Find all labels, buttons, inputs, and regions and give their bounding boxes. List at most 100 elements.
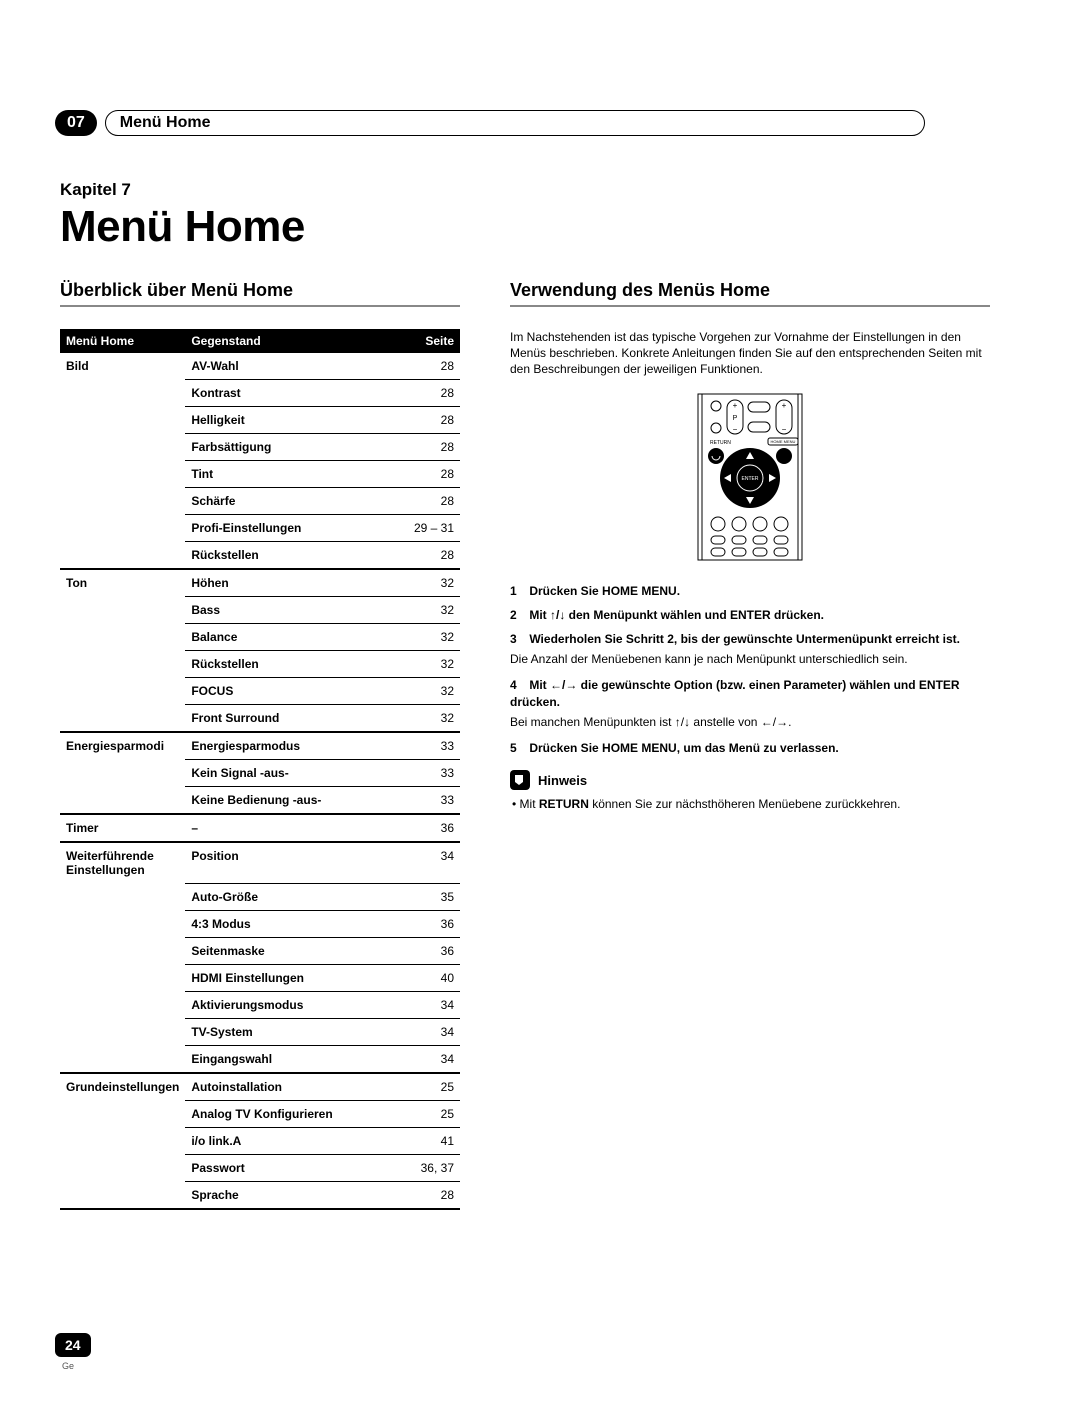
table-page-cell: 28 [400, 542, 460, 570]
table-item-cell: Keine Bedienung -aus- [185, 787, 400, 815]
remote-p-label: P [733, 415, 738, 422]
left-section-heading: Überblick über Menü Home [60, 280, 460, 307]
table-page-cell: 28 [400, 407, 460, 434]
remote-home-menu-label: HOME MENU [771, 439, 796, 444]
table-category-cell: Energiesparmodi [60, 732, 185, 760]
step-number: 4 [510, 677, 526, 693]
table-item-cell: Rückstellen [185, 542, 400, 570]
table-item-cell: Eingangswahl [185, 1045, 400, 1073]
remote-enter-label: ENTER [742, 476, 759, 482]
table-page-cell: 33 [400, 760, 460, 787]
table-category-cell [60, 1127, 185, 1154]
table-page-cell: 32 [400, 569, 460, 597]
table-item-cell: Aktivierungsmodus [185, 991, 400, 1018]
table-item-cell: Sprache [185, 1181, 400, 1209]
table-page-cell: 25 [400, 1100, 460, 1127]
table-item-cell: Position [185, 842, 400, 883]
table-page-cell: 33 [400, 732, 460, 760]
chapter-title-pill: Menü Home [105, 110, 925, 136]
step-number: 5 [510, 740, 526, 756]
table-category-cell: Weiterführende Einstellungen [60, 842, 185, 883]
table-category-cell: Grundeinstellungen [60, 1073, 185, 1101]
table-row: Passwort36, 37 [60, 1154, 460, 1181]
table-row: Aktivierungsmodus34 [60, 991, 460, 1018]
remote-return-label: RETURN [710, 440, 731, 446]
table-page-cell: 32 [400, 651, 460, 678]
table-row: Weiterführende EinstellungenPosition34 [60, 842, 460, 883]
table-category-cell [60, 760, 185, 787]
table-item-cell: Passwort [185, 1154, 400, 1181]
table-page-cell: 28 [400, 461, 460, 488]
table-item-cell: Analog TV Konfigurieren [185, 1100, 400, 1127]
table-row: HDMI Einstellungen40 [60, 964, 460, 991]
table-category-cell [60, 991, 185, 1018]
table-page-cell: 32 [400, 597, 460, 624]
table-item-cell: Seitenmaske [185, 937, 400, 964]
table-row: Eingangswahl34 [60, 1045, 460, 1073]
table-row: Analog TV Konfigurieren25 [60, 1100, 460, 1127]
table-page-cell: 29 – 31 [400, 515, 460, 542]
table-category-cell [60, 407, 185, 434]
chapter-tab: 07 Menü Home [55, 110, 925, 136]
table-category-cell [60, 651, 185, 678]
table-item-cell: Kontrast [185, 380, 400, 407]
table-page-cell: 34 [400, 842, 460, 883]
hinweis-label: Hinweis [538, 773, 587, 788]
table-item-cell: – [185, 814, 400, 842]
svg-text:+: + [733, 401, 738, 410]
chapter-title: Menü Home [120, 114, 211, 131]
chapter-number-badge: 07 [55, 110, 97, 136]
table-row: Seitenmaske36 [60, 937, 460, 964]
table-item-cell: Auto-Größe [185, 883, 400, 910]
table-item-cell: Farbsättigung [185, 434, 400, 461]
table-row: TonHöhen32 [60, 569, 460, 597]
table-category-cell [60, 515, 185, 542]
table-category-cell [60, 434, 185, 461]
table-row: Kontrast28 [60, 380, 460, 407]
step-note: Bei manchen Menüpunkten ist ↑/↓ anstelle… [510, 714, 990, 730]
hinweis-bullet: • Mit RETURN können Sie zur nächsthöhere… [510, 796, 990, 812]
table-category-cell [60, 1154, 185, 1181]
table-item-cell: Helligkeit [185, 407, 400, 434]
kapitel-label: Kapitel 7 [60, 180, 990, 200]
table-page-cell: 36 [400, 910, 460, 937]
step-number: 1 [510, 583, 526, 599]
table-page-cell: 34 [400, 1018, 460, 1045]
table-item-cell: Schärfe [185, 488, 400, 515]
table-page-cell: 32 [400, 678, 460, 705]
table-page-cell: 28 [400, 434, 460, 461]
table-row: Farbsättigung28 [60, 434, 460, 461]
table-item-cell: HDMI Einstellungen [185, 964, 400, 991]
table-item-cell: FOCUS [185, 678, 400, 705]
svg-text:+: + [782, 401, 787, 410]
table-category-cell [60, 937, 185, 964]
table-item-cell: Rückstellen [185, 651, 400, 678]
table-row: Front Surround32 [60, 705, 460, 733]
content-columns: Überblick über Menü Home Menü Home Gegen… [60, 280, 990, 1210]
step-note: Die Anzahl der Menüebenen kann je nach M… [510, 651, 990, 667]
table-category-cell: Ton [60, 569, 185, 597]
table-header-item: Gegenstand [185, 329, 400, 353]
table-item-cell: Tint [185, 461, 400, 488]
right-section-heading: Verwendung des Menüs Home [510, 280, 990, 307]
table-row: Helligkeit28 [60, 407, 460, 434]
step: 5 Drücken Sie HOME MENU, um das Menü zu … [510, 740, 990, 756]
left-column: Überblick über Menü Home Menü Home Gegen… [60, 280, 460, 1210]
table-category-cell [60, 542, 185, 570]
note-icon [510, 770, 530, 790]
page-number-badge: 24 [55, 1333, 91, 1357]
step: 2 Mit ↑/↓ den Menüpunkt wählen und ENTER… [510, 607, 990, 623]
table-category-cell [60, 380, 185, 407]
steps-list: 1 Drücken Sie HOME MENU. 2 Mit ↑/↓ den Me… [510, 583, 990, 757]
table-item-cell: AV-Wahl [185, 353, 400, 380]
table-row: TV-System34 [60, 1018, 460, 1045]
table-page-cell: 28 [400, 380, 460, 407]
table-header-page: Seite [400, 329, 460, 353]
table-category-cell [60, 461, 185, 488]
main-title: Menü Home [60, 202, 990, 252]
table-category-cell [60, 1018, 185, 1045]
table-category-cell [60, 964, 185, 991]
table-item-cell: Kein Signal -aus- [185, 760, 400, 787]
right-column: Verwendung des Menüs Home Im Nachstehend… [510, 280, 990, 1210]
step: 1 Drücken Sie HOME MENU. [510, 583, 990, 599]
